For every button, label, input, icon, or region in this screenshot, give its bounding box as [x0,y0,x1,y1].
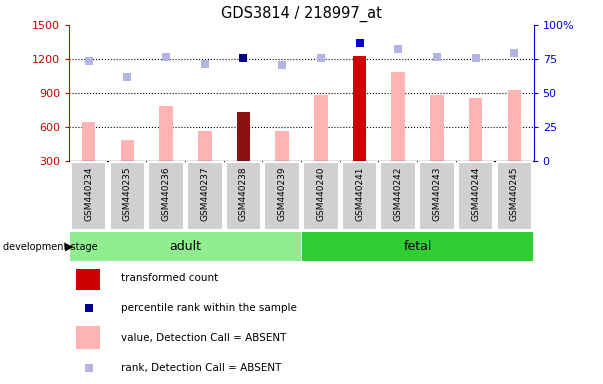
Bar [226,162,261,230]
Bar [71,162,107,230]
Point [393,46,403,52]
Point [122,74,132,80]
Point [277,62,287,68]
Text: value, Detection Call = ABSENT: value, Detection Call = ABSENT [121,333,286,343]
Bar [419,162,455,230]
Point [84,58,93,64]
Text: percentile rank within the sample: percentile rank within the sample [121,303,297,313]
Text: GSM440238: GSM440238 [239,167,248,222]
Bar [380,162,416,230]
Bar [430,95,444,161]
Bar [391,71,405,161]
Bar [353,56,366,161]
Bar [508,90,521,161]
Point [200,61,210,67]
Point [510,50,519,56]
Text: GSM440240: GSM440240 [317,167,326,221]
Text: GSM440237: GSM440237 [200,167,209,222]
Text: GSM440241: GSM440241 [355,167,364,221]
Bar [276,131,289,161]
Point [355,40,364,46]
Bar [264,162,300,230]
Text: rank, Detection Call = ABSENT: rank, Detection Call = ABSENT [121,363,282,373]
Bar [198,131,212,161]
Bar [458,162,493,230]
Text: GSM440245: GSM440245 [510,167,519,221]
Bar [159,106,173,161]
Bar [187,162,223,230]
Point [471,55,481,61]
Bar [342,162,377,230]
Bar [82,121,95,161]
Text: development stage: development stage [3,242,98,252]
Point [161,54,171,60]
Bar [237,113,250,161]
Text: fetal: fetal [403,240,432,253]
Bar [303,162,339,230]
Text: GSM440239: GSM440239 [277,167,286,222]
Bar [302,232,533,262]
Point [316,55,326,61]
Bar [121,140,134,161]
Point [239,55,248,61]
Point [432,54,442,60]
Text: GSM440244: GSM440244 [471,167,480,221]
Text: GSM440234: GSM440234 [84,167,93,221]
Bar [110,162,145,230]
Bar [70,232,301,262]
Point [84,365,94,371]
Text: transformed count: transformed count [121,273,218,283]
Text: GSM440236: GSM440236 [162,167,171,222]
Title: GDS3814 / 218997_at: GDS3814 / 218997_at [221,6,382,22]
Text: GSM440243: GSM440243 [432,167,441,221]
Text: ▶: ▶ [65,242,73,252]
Bar [148,162,184,230]
Bar [496,162,532,230]
Bar [469,98,482,161]
Point [84,305,94,311]
Text: adult: adult [169,240,201,253]
Text: GSM440242: GSM440242 [394,167,403,221]
Bar [314,95,327,161]
Text: GSM440235: GSM440235 [123,167,132,222]
Bar [76,266,99,290]
Bar [76,326,99,349]
